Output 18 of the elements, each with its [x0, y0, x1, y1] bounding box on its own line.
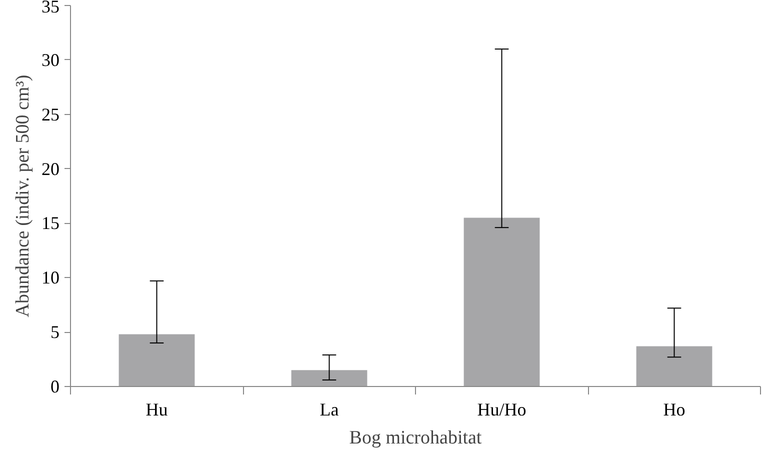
y-tick-label: 10: [42, 268, 60, 288]
y-tick-label: 30: [42, 50, 60, 70]
y-tick-label: 0: [50, 376, 60, 396]
x-tick-label: Hu/Ho: [477, 400, 526, 420]
x-axis-title: Bog microhabitat: [349, 428, 482, 448]
bar: [118, 334, 195, 386]
y-tick-label: 5: [50, 322, 60, 342]
y-tick-label: 20: [42, 158, 60, 179]
x-tick-label: Ho: [663, 400, 686, 420]
y-axis-title: Abundance (indiv. per 500 cm³): [12, 74, 34, 318]
bar: [464, 218, 540, 386]
x-tick-label: La: [320, 400, 339, 420]
y-tick-label: 25: [42, 104, 60, 124]
x-tick-label: Hu: [146, 400, 168, 420]
bar: [291, 370, 368, 386]
y-tick-label: 15: [42, 213, 60, 234]
bar: [636, 346, 712, 386]
y-tick-label: 35: [42, 0, 60, 16]
